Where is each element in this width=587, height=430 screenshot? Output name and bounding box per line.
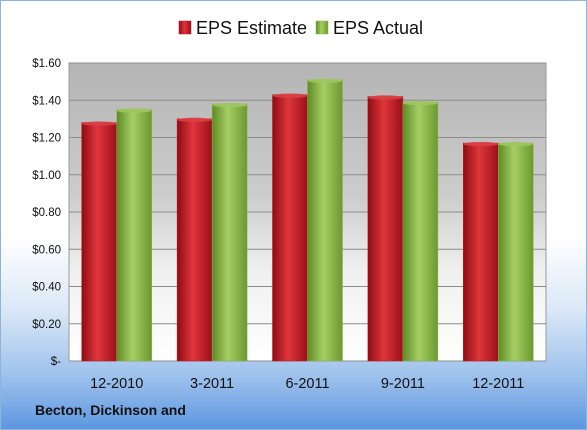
y-tick-label: $- xyxy=(51,356,61,368)
bar-body xyxy=(307,79,343,362)
y-tick-label: $1.20 xyxy=(32,133,61,145)
y-axis-ticks: $- $0.20 $0.40 $0.60 $0.80 $1.00 $1.20 $1.40 $1.… xyxy=(32,58,61,368)
bar-body xyxy=(463,142,499,362)
x-tick-label: 12-2011 xyxy=(472,376,524,392)
y-tick-label: $0.80 xyxy=(32,207,61,219)
bar-cap xyxy=(177,117,213,123)
legend-swatch xyxy=(178,20,192,35)
bar-body xyxy=(402,101,439,362)
legend-item-estimate: EPS Estimate xyxy=(178,18,307,38)
x-tick-label: 12-2010 xyxy=(90,376,143,392)
x-tick-label: 9-2011 xyxy=(381,376,425,392)
actual-bar xyxy=(307,78,343,362)
y-tick-label: $1.00 xyxy=(32,170,61,182)
y-tick-label: $0.40 xyxy=(32,282,61,294)
x-tick-label: 3-2011 xyxy=(190,376,234,392)
bar-cap xyxy=(498,141,534,147)
actual-bar xyxy=(116,108,152,362)
y-tick-label: $0.20 xyxy=(32,319,61,331)
bar-body xyxy=(176,118,213,362)
estimate-bar xyxy=(176,117,213,362)
estimate-bar xyxy=(81,121,117,362)
bar-cap xyxy=(463,141,499,147)
bar-cap xyxy=(367,95,403,100)
legend-label: EPS Actual xyxy=(333,18,423,38)
bar-cap xyxy=(212,102,248,108)
x-tick-label: 6-2011 xyxy=(285,376,329,392)
bar-body xyxy=(81,122,117,362)
y-tick-label: $1.40 xyxy=(32,95,61,107)
legend-label: EPS Estimate xyxy=(196,18,307,38)
estimate-bar xyxy=(272,93,308,362)
bars xyxy=(81,78,534,362)
legend-swatch xyxy=(315,20,329,35)
bar-body xyxy=(272,94,308,362)
bar-cap xyxy=(116,108,152,113)
bar-cap xyxy=(81,121,117,126)
bar-body xyxy=(367,96,404,362)
estimate-bar xyxy=(463,141,499,362)
footer-company-label: Becton, Dickinson and xyxy=(35,402,186,418)
bar-body xyxy=(498,142,534,362)
bar-body xyxy=(116,109,152,362)
x-axis-ticks: 12-2010 3-2011 6-2011 9-2011 12-2011 xyxy=(90,376,524,392)
bar-body xyxy=(211,103,248,362)
actual-bar xyxy=(402,100,439,362)
bar-cap xyxy=(307,78,343,83)
legend-item-actual: EPS Actual xyxy=(315,18,423,38)
actual-bar xyxy=(211,102,248,362)
y-tick-label: $0.60 xyxy=(32,244,61,256)
bar-cap xyxy=(272,93,308,98)
y-tick-label: $1.60 xyxy=(32,58,61,70)
actual-bar xyxy=(498,141,534,362)
bar-cap xyxy=(402,100,438,106)
legend: EPS Estimate EPS Actual xyxy=(178,18,423,38)
estimate-bar xyxy=(367,95,404,362)
